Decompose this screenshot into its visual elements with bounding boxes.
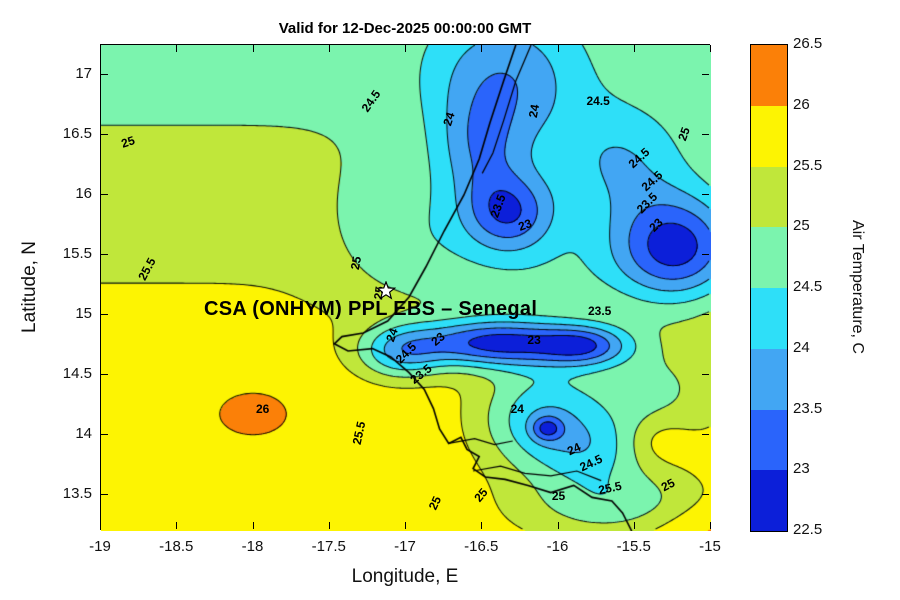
x-axis-label: Longitude, E xyxy=(351,566,459,587)
axis-tick-mark xyxy=(100,522,101,529)
axis-tick-mark xyxy=(702,434,709,435)
y-tick-label: 15 xyxy=(75,305,92,322)
colorbar-label: Air Temperature, C xyxy=(849,220,866,354)
colorbar-tick-label: 23 xyxy=(793,460,810,478)
axis-tick-mark xyxy=(557,522,559,529)
star-marker-icon xyxy=(376,281,397,300)
contour-label: 24.5 xyxy=(586,94,610,109)
axis-tick-mark xyxy=(101,374,108,375)
axis-tick-mark xyxy=(710,522,711,529)
colorbar-tick-label: 24 xyxy=(793,338,810,356)
colorbar-segment xyxy=(751,166,787,228)
contour-label: 25 xyxy=(551,489,566,504)
axis-tick-mark xyxy=(101,434,108,435)
x-tick-label: -15 xyxy=(699,538,721,555)
axis-tick-mark xyxy=(101,494,108,495)
colorbar-segment xyxy=(751,45,787,106)
contour-label: 24 xyxy=(526,103,543,119)
y-axis-label: Latitude, N xyxy=(19,241,40,333)
x-tick-label: -17 xyxy=(394,538,416,555)
axis-tick-mark xyxy=(702,314,709,315)
x-tick-label: -18.5 xyxy=(159,538,194,555)
contour-label: 25 xyxy=(347,255,364,272)
x-tick-label: -16.5 xyxy=(464,538,499,555)
y-tick-label: 15.5 xyxy=(62,245,92,262)
axis-tick-mark xyxy=(633,45,635,52)
axis-tick-mark xyxy=(481,45,483,52)
y-tick-label: 14 xyxy=(75,425,92,442)
colorbar-tick-label: 25 xyxy=(793,217,810,235)
x-tick-label: -15.5 xyxy=(616,538,651,555)
axis-tick-mark xyxy=(101,194,108,195)
axis-tick-mark xyxy=(252,522,254,529)
contour-label: 23.5 xyxy=(587,304,612,319)
colorbar-segment xyxy=(751,348,787,410)
axis-tick-mark xyxy=(101,254,108,255)
colorbar-segment xyxy=(751,409,787,471)
y-tick-label: 14.5 xyxy=(62,365,92,382)
axis-tick-mark xyxy=(101,314,108,315)
contour-label: 26 xyxy=(255,401,270,416)
x-tick-label: -16 xyxy=(546,538,569,555)
plot-area: 24.5 24 24 24.5 25 25 24.5 24.5 23.5 23 23.5 23 25 25… xyxy=(100,44,711,531)
axis-tick-mark xyxy=(702,194,709,195)
colorbar-segment xyxy=(751,470,787,531)
axis-tick-mark xyxy=(252,45,254,52)
axis-tick-mark xyxy=(702,254,709,255)
y-tick-label: 16 xyxy=(75,185,92,202)
axis-tick-mark xyxy=(405,522,406,529)
colorbar-tick-label: 24.5 xyxy=(793,278,823,295)
colorbar-tick-label: 26 xyxy=(793,95,810,113)
axis-tick-mark xyxy=(101,74,108,75)
axis-tick-mark xyxy=(633,522,635,529)
contour-label: 23 xyxy=(527,333,541,348)
colorbar-tick-label: 22.5 xyxy=(793,521,823,538)
x-tick-label: -18 xyxy=(241,538,264,555)
axis-tick-mark xyxy=(710,45,711,52)
axis-tick-mark xyxy=(328,45,330,52)
axis-tick-mark xyxy=(101,134,108,135)
colorbar xyxy=(750,44,788,532)
axis-tick-mark xyxy=(176,45,178,52)
axis-tick-mark xyxy=(702,374,709,375)
axis-tick-mark xyxy=(702,494,709,495)
axis-tick-mark xyxy=(405,45,406,52)
y-tick-label: 13.5 xyxy=(62,485,92,502)
x-tick-label: -19 xyxy=(89,538,111,555)
y-tick-label: 16.5 xyxy=(62,125,92,142)
colorbar-tick-label: 25.5 xyxy=(793,156,823,174)
colorbar-segment xyxy=(751,105,787,167)
colorbar-tick-label: 26.5 xyxy=(793,35,823,52)
y-tick-label: 17 xyxy=(75,65,92,82)
contour-label: 24 xyxy=(510,401,524,416)
colorbar-tick-label: 23.5 xyxy=(793,399,823,417)
axis-tick-mark xyxy=(176,522,178,529)
axis-tick-mark xyxy=(481,522,483,529)
contour-map-canvas xyxy=(101,45,711,531)
axis-tick-mark xyxy=(702,134,709,135)
plot-title: Valid for 12-Dec-2025 00:00:00 GMT xyxy=(278,20,532,37)
colorbar-segment xyxy=(751,227,787,288)
axis-tick-mark xyxy=(328,522,330,529)
axis-tick-mark xyxy=(100,45,101,52)
map-annotation: CSA (ONHYM) PPL EBS – Senegal xyxy=(204,298,538,320)
colorbar-segment xyxy=(751,288,787,349)
axis-tick-mark xyxy=(702,74,709,75)
axis-tick-mark xyxy=(557,45,559,52)
x-tick-label: -17.5 xyxy=(311,538,346,555)
